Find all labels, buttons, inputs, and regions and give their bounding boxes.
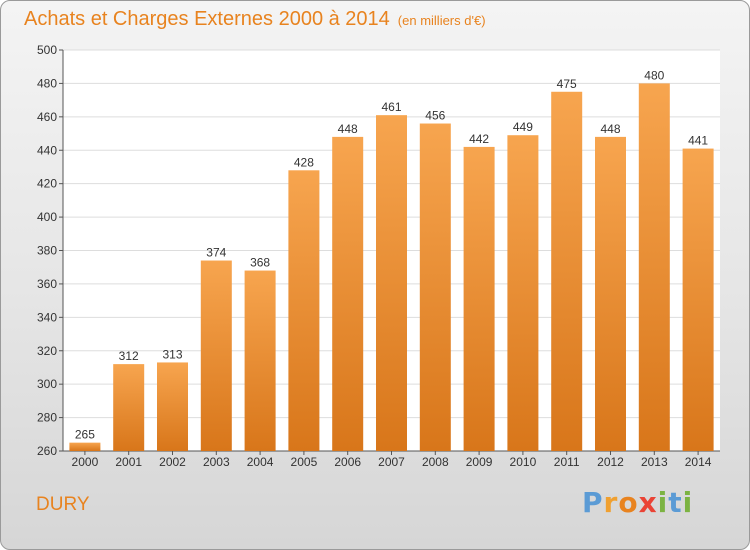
chart-title-text: Achats et Charges Externes 2000 à 2014 xyxy=(24,8,390,30)
data-label: 448 xyxy=(600,122,620,136)
y-tick-label: 380 xyxy=(37,244,57,258)
data-labels: 265 312 313 374 368 428 448 461 456 442 449 475 448 4… xyxy=(75,68,709,441)
x-tick-label: 2010 xyxy=(510,455,537,469)
logo-letter: P xyxy=(582,486,604,519)
bar-2003 xyxy=(200,260,232,451)
x-tick-label: 2006 xyxy=(334,455,361,469)
chart-unit-note: (en milliers d'€) xyxy=(397,13,486,28)
y-tick-label: 300 xyxy=(37,377,57,391)
x-tick-label: 2011 xyxy=(554,455,580,469)
y-tick-label: 260 xyxy=(37,444,57,458)
bars xyxy=(69,83,714,452)
data-label: 449 xyxy=(513,120,533,134)
x-tick-label: 2014 xyxy=(685,455,712,469)
data-label: 374 xyxy=(206,246,226,260)
logo-letter: t xyxy=(668,486,683,519)
proxiti-logo: Proxiti xyxy=(582,486,693,519)
x-tick-label: 2013 xyxy=(641,455,668,469)
y-tick-label: 460 xyxy=(37,110,57,124)
logo-letter: r xyxy=(603,486,619,519)
bar-2010 xyxy=(507,135,539,451)
x-tick-label: 2007 xyxy=(378,455,405,469)
logo-letter: o xyxy=(618,486,639,519)
bar-2006 xyxy=(332,136,364,451)
data-label: 456 xyxy=(425,109,445,123)
bar-2008 xyxy=(419,123,451,452)
logo-letter: i xyxy=(682,486,694,519)
data-label: 265 xyxy=(75,428,95,442)
data-label: 480 xyxy=(644,68,664,82)
y-tick-label: 420 xyxy=(37,177,57,191)
data-label: 448 xyxy=(338,122,358,136)
bar-2011 xyxy=(551,91,583,451)
y-axis-ticks: 260 280 300 320 340 360 380 400 420 440 460 480 500 xyxy=(37,43,63,458)
bar-2012 xyxy=(595,136,626,451)
y-tick-label: 500 xyxy=(37,43,57,57)
y-tick-label: 400 xyxy=(37,210,57,224)
chart-title: Achats et Charges Externes 2000 à 2014 (e… xyxy=(24,8,486,31)
y-tick-label: 280 xyxy=(37,411,57,425)
data-label: 312 xyxy=(119,349,139,363)
data-label: 313 xyxy=(162,347,182,361)
data-label: 442 xyxy=(469,132,489,146)
y-tick-label: 480 xyxy=(37,76,57,90)
commune-name: DURY xyxy=(36,494,90,515)
x-tick-label: 2004 xyxy=(247,455,274,469)
y-tick-label: 360 xyxy=(37,277,57,291)
bar-2000 xyxy=(69,442,101,451)
x-tick-label: 2002 xyxy=(159,455,186,469)
data-label: 461 xyxy=(381,100,401,114)
bar-2007 xyxy=(376,115,407,451)
logo-letter: x xyxy=(638,486,658,519)
x-tick-label: 2005 xyxy=(291,455,318,469)
data-label: 368 xyxy=(250,256,270,270)
data-label: 441 xyxy=(688,134,708,148)
x-tick-label: 2009 xyxy=(466,455,493,469)
data-label: 475 xyxy=(557,77,577,91)
x-axis-ticks: 2000 2001 2002 2003 2004 2005 2006 2007 2008 2009… xyxy=(72,451,712,469)
bar-2009 xyxy=(463,146,495,452)
x-tick-label: 2000 xyxy=(72,455,99,469)
data-label: 428 xyxy=(294,155,314,169)
bar-2002 xyxy=(157,362,188,451)
bar-2013 xyxy=(638,83,670,452)
y-tick-label: 320 xyxy=(37,344,57,358)
logo-letter: i xyxy=(657,486,669,519)
x-tick-label: 2008 xyxy=(422,455,449,469)
x-tick-label: 2012 xyxy=(597,455,624,469)
bar-2004 xyxy=(244,270,276,451)
bar-2005 xyxy=(288,170,320,452)
x-tick-label: 2003 xyxy=(203,455,230,469)
bar-2014 xyxy=(682,148,714,451)
y-tick-label: 340 xyxy=(37,310,57,324)
bar-2001 xyxy=(113,364,145,451)
y-tick-label: 440 xyxy=(37,143,57,157)
x-tick-label: 2001 xyxy=(115,455,142,469)
